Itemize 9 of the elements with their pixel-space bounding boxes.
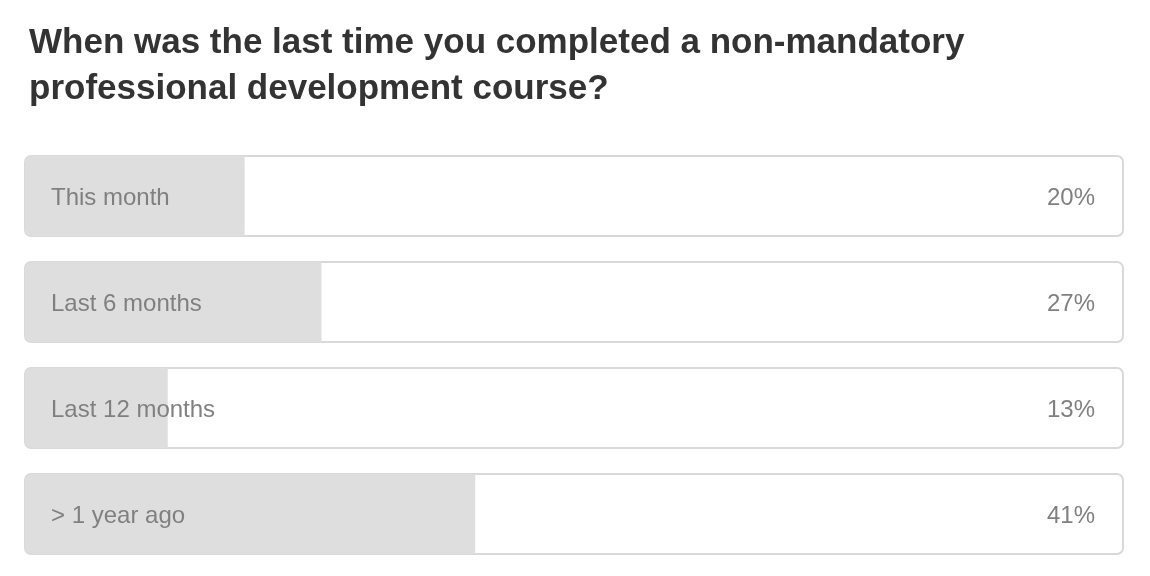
data-label: 13% [1046,394,1095,422]
y-tick-label: > 1 year ago [51,500,186,528]
chart-title: When was the last time you completed a non-mandatory professional development course? [29,20,975,106]
data-label: 41% [1046,500,1095,528]
y-tick-label: Last 12 months [51,394,216,422]
data-label: 20% [1046,182,1095,210]
data-label: 27% [1046,288,1095,316]
y-tick-label: Last 6 months [51,288,202,316]
y-tick-label: This month [51,182,170,210]
